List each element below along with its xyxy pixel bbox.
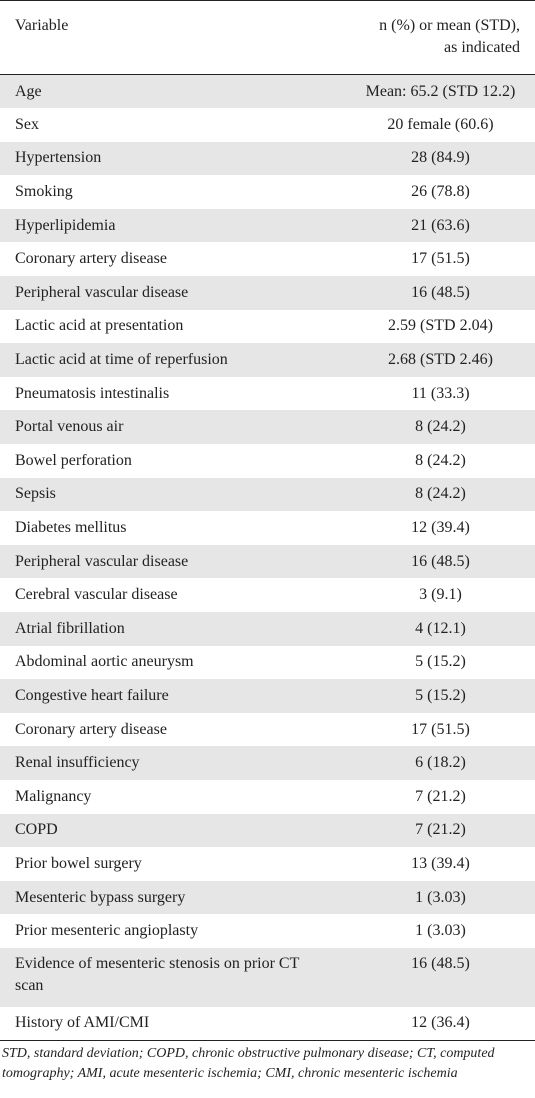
row-value: 3 (9.1) <box>318 578 535 612</box>
table-row: Malignancy 7 (21.2) <box>0 779 535 814</box>
row-variable: Lactic acid at time of reperfusion <box>0 343 318 377</box>
header-value: n (%) or mean (STD), as indicated <box>318 0 535 75</box>
row-value: 6 (18.2) <box>318 746 535 780</box>
row-value: 8 (24.2) <box>318 477 535 512</box>
row-variable: Evidence of mesenteric stenosis on prior… <box>0 947 318 1007</box>
row-variable: Lactic acid at presentation <box>0 309 318 344</box>
header-variable: Variable <box>0 0 318 75</box>
table-row: Lactic acid at time of reperfusion 2.68 (… <box>0 343 535 377</box>
header-value-line1: n (%) or mean (STD), <box>379 17 520 34</box>
table-row: Sex 20 female (60.6) <box>0 108 535 142</box>
row-variable: Portal venous air <box>0 410 318 445</box>
row-variable: Pneumatosis intestinalis <box>0 376 318 411</box>
table-row: Abdominal aortic aneurysm 5 (15.2) <box>0 645 535 680</box>
row-variable: Congestive heart failure <box>0 679 318 713</box>
row-variable: Abdominal aortic aneurysm <box>0 645 318 680</box>
table-row: Congestive heart failure 5 (15.2) <box>0 679 535 713</box>
header-row: Variable n (%) or mean (STD), as indicat… <box>0 0 535 75</box>
table-row: Hypertension 28 (84.9) <box>0 141 535 176</box>
table-row: Sepsis 8 (24.2) <box>0 477 535 512</box>
row-value: 2.59 (STD 2.04) <box>318 309 535 344</box>
row-variable: Sex <box>0 108 318 142</box>
row-value: Mean: 65.2 (STD 12.2) <box>318 74 535 109</box>
row-variable: Prior mesenteric angioplasty <box>0 914 318 948</box>
row-variable: Coronary artery disease <box>0 242 318 277</box>
header-value-line2: as indicated <box>444 39 520 56</box>
row-value: 16 (48.5) <box>318 544 535 579</box>
row-value: 4 (12.1) <box>318 612 535 646</box>
table-row: Atrial fibrillation 4 (12.1) <box>0 612 535 646</box>
table-header: Variable n (%) or mean (STD), as indicat… <box>0 0 535 75</box>
row-variable: Smoking <box>0 175 318 209</box>
row-variable: Peripheral vascular disease <box>0 276 318 310</box>
row-value: 13 (39.4) <box>318 847 535 881</box>
row-value: 8 (24.2) <box>318 444 535 478</box>
row-value: 11 (33.3) <box>318 376 535 411</box>
row-value: 20 female (60.6) <box>318 108 535 142</box>
row-value: 1 (3.03) <box>318 880 535 915</box>
row-value: 7 (21.2) <box>318 779 535 814</box>
row-variable: Diabetes mellitus <box>0 511 318 545</box>
row-value: 17 (51.5) <box>318 242 535 277</box>
row-variable: Hyperlipidemia <box>0 208 318 243</box>
row-variable: Cerebral vascular disease <box>0 578 318 612</box>
row-value: 16 (48.5) <box>318 276 535 310</box>
row-variable: Renal insufficiency <box>0 746 318 780</box>
table-row: Pneumatosis intestinalis 11 (33.3) <box>0 376 535 411</box>
row-value: 21 (63.6) <box>318 208 535 243</box>
row-value: 7 (21.2) <box>318 813 535 848</box>
table-row: Lactic acid at presentation 2.59 (STD 2.0… <box>0 309 535 344</box>
row-variable: COPD <box>0 813 318 848</box>
row-value: 17 (51.5) <box>318 712 535 747</box>
row-variable: History of AMI/CMI <box>0 1006 318 1042</box>
table-row: History of AMI/CMI 12 (36.4) <box>0 1006 535 1042</box>
table-row: Evidence of mesenteric stenosis on prior… <box>0 947 535 1007</box>
table-row: Portal venous air 8 (24.2) <box>0 410 535 445</box>
row-variable: Coronary artery disease <box>0 712 318 747</box>
row-variable: Mesenteric bypass surgery <box>0 880 318 915</box>
row-value: 12 (39.4) <box>318 511 535 545</box>
row-value: 16 (48.5) <box>318 947 535 1007</box>
row-variable: Prior bowel surgery <box>0 847 318 881</box>
table-row: Renal insufficiency 6 (18.2) <box>0 746 535 780</box>
table-row: Prior bowel surgery 13 (39.4) <box>0 847 535 881</box>
table-footnote: STD, standard deviation; COPD, chronic o… <box>2 1046 495 1082</box>
row-value: 5 (15.2) <box>318 645 535 680</box>
row-variable: Atrial fibrillation <box>0 612 318 646</box>
table-body: Age Mean: 65.2 (STD 12.2) Sex 20 female (60… <box>0 74 535 1042</box>
row-value: 12 (36.4) <box>318 1006 535 1042</box>
row-value: 8 (24.2) <box>318 410 535 445</box>
table-row: COPD 7 (21.2) <box>0 813 535 848</box>
row-variable: Peripheral vascular disease <box>0 544 318 579</box>
table-row: Age Mean: 65.2 (STD 12.2) <box>0 74 535 109</box>
row-variable: Malignancy <box>0 779 318 814</box>
table-row: Peripheral vascular disease 16 (48.5) <box>0 544 535 579</box>
table-row: Smoking 26 (78.8) <box>0 175 535 209</box>
table-row: Coronary artery disease 17 (51.5) <box>0 712 535 747</box>
row-value: 1 (3.03) <box>318 914 535 948</box>
table-row: Hyperlipidemia 21 (63.6) <box>0 208 535 243</box>
row-value: 2.68 (STD 2.46) <box>318 343 535 377</box>
table-row: Diabetes mellitus 12 (39.4) <box>0 511 535 545</box>
row-variable: Hypertension <box>0 141 318 176</box>
table-row: Prior mesenteric angioplasty 1 (3.03) <box>0 914 535 948</box>
row-variable: Sepsis <box>0 477 318 512</box>
row-variable: Bowel perforation <box>0 444 318 478</box>
row-value: 28 (84.9) <box>318 141 535 176</box>
row-value: 5 (15.2) <box>318 679 535 713</box>
row-value: 26 (78.8) <box>318 175 535 209</box>
table-row: Mesenteric bypass surgery 1 (3.03) <box>0 880 535 915</box>
table-row: Peripheral vascular disease 16 (48.5) <box>0 276 535 310</box>
row-variable: Age <box>0 74 318 109</box>
table-row: Cerebral vascular disease 3 (9.1) <box>0 578 535 612</box>
table-row: Coronary artery disease 17 (51.5) <box>0 242 535 277</box>
patient-characteristics-table: Variable n (%) or mean (STD), as indicat… <box>0 0 535 1042</box>
table-row: Bowel perforation 8 (24.2) <box>0 444 535 478</box>
